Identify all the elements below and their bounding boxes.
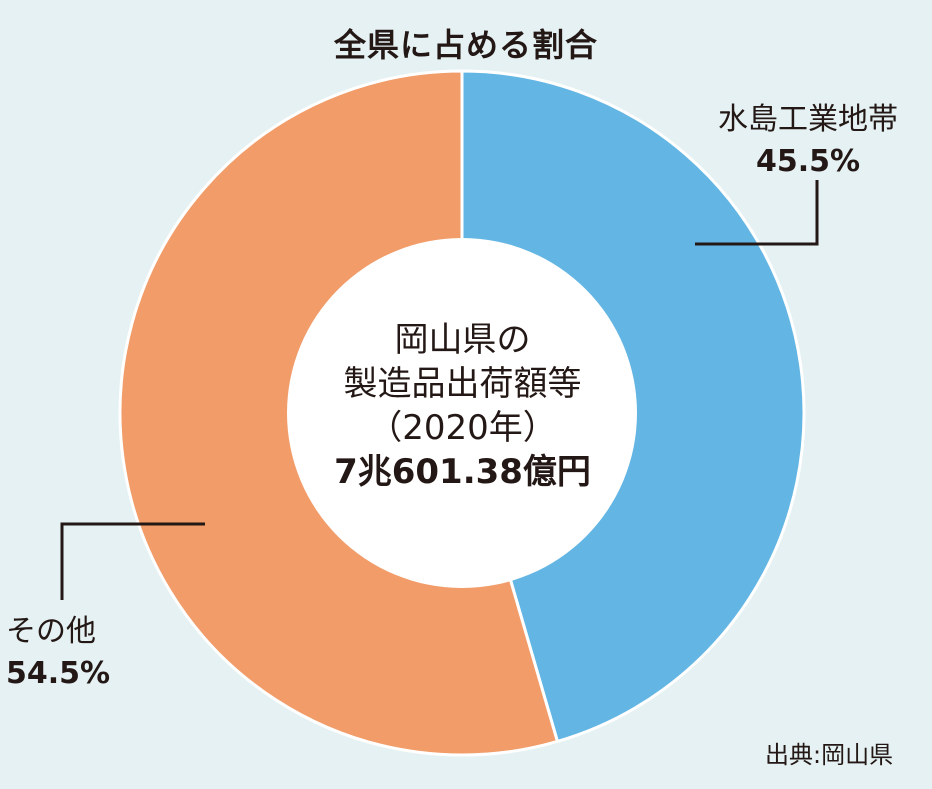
- slice-label-other: その他 54.5%: [6, 611, 110, 695]
- leader-line-mizushima: [695, 180, 819, 246]
- source-credit: 出典:岡山県: [765, 741, 894, 769]
- slice-percent-other: 54.5%: [6, 656, 111, 691]
- center-label: 岡山県の 製造品出荷額等 （2020年） 7兆601.38億円: [290, 318, 635, 494]
- leader-line-other: [60, 522, 205, 600]
- slice-name-mizushima: 水島工業地帯: [718, 102, 898, 137]
- chart-title: 全県に占める割合: [333, 26, 598, 64]
- center-label-line3: （2020年）: [368, 408, 557, 448]
- slice-name-other: その他: [6, 614, 96, 649]
- center-total-value: 7兆601.38億円: [334, 452, 591, 492]
- donut-center-hole: [287, 238, 637, 588]
- slice-percent-mizushima: 45.5%: [755, 144, 861, 179]
- center-label-line1: 岡山県の: [394, 320, 531, 360]
- slice-label-mizushima: 水島工業地帯 45.5%: [718, 99, 898, 183]
- center-label-line2: 製造品出荷額等: [343, 364, 582, 404]
